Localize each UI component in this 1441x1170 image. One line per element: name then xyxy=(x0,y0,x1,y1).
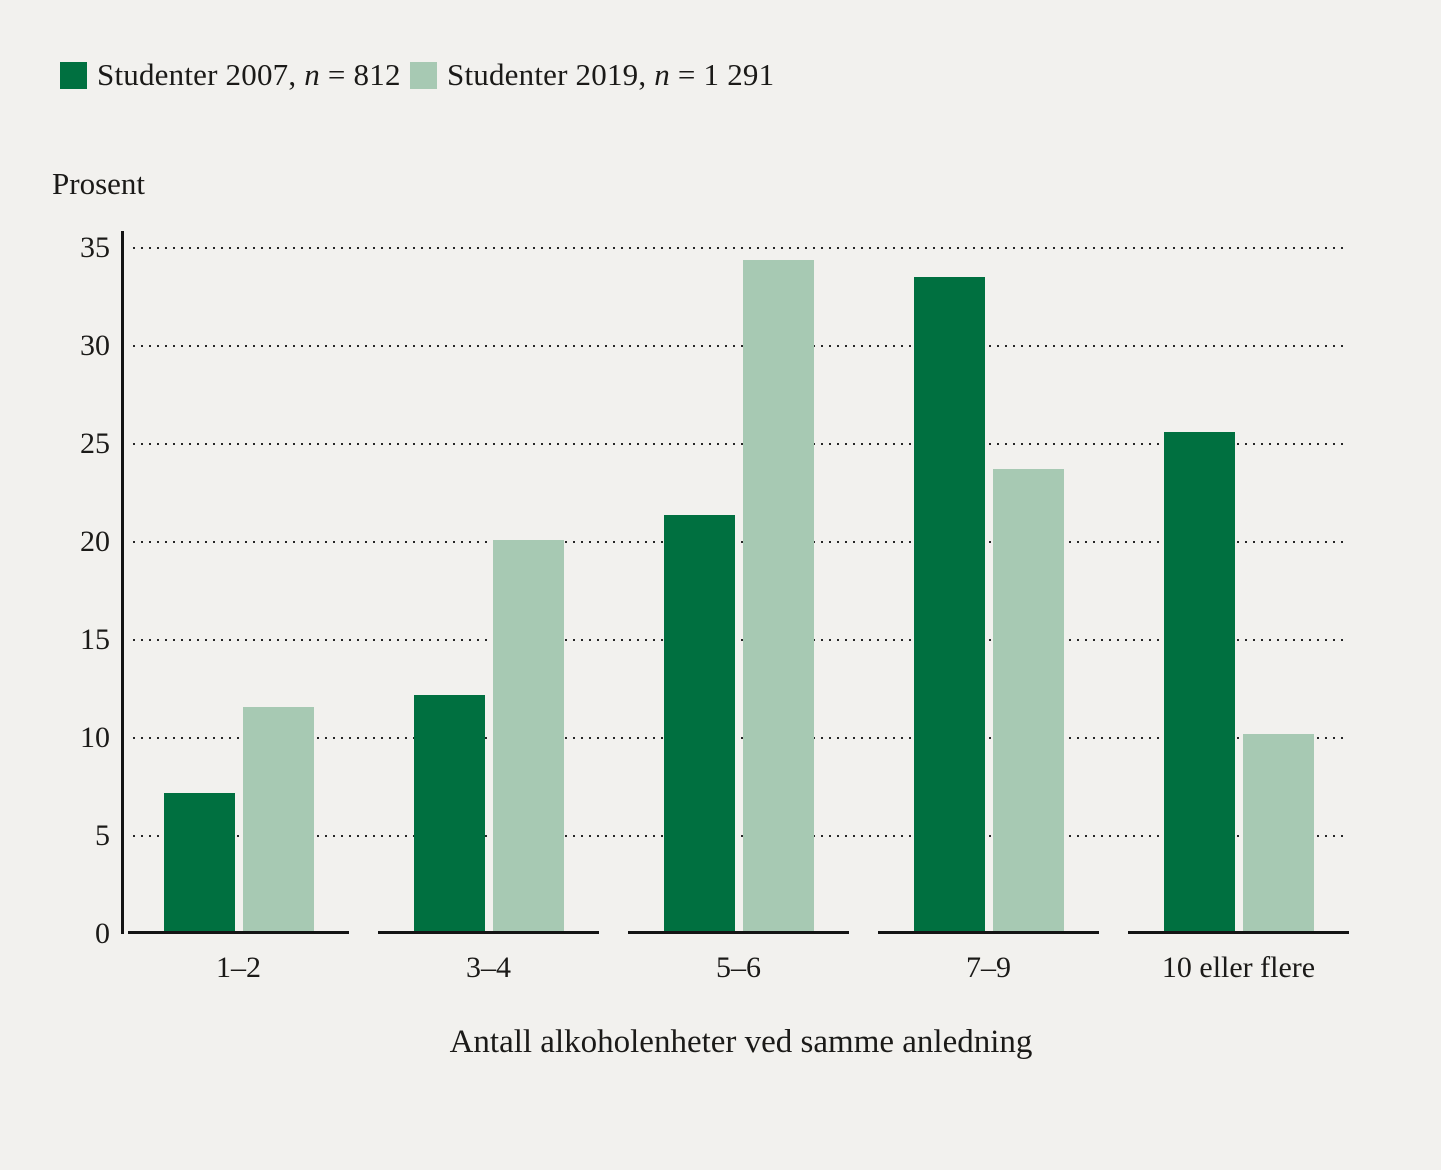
x-tick-7–9: 7–9 xyxy=(966,951,1011,984)
bar-2019-1–2 xyxy=(243,707,314,934)
gridline-30 xyxy=(133,345,1343,347)
x-tick-5–6: 5–6 xyxy=(716,951,761,984)
gridline-35 xyxy=(133,247,1343,249)
legend-item-2007: Studenter 2007, n = 812 xyxy=(60,57,401,92)
gridline-10 xyxy=(133,737,1343,739)
legend-label-2007-value: = 812 xyxy=(319,57,401,92)
y-tick-25: 25 xyxy=(80,427,110,460)
bar-2019-7–9 xyxy=(993,469,1064,934)
y-axis-line xyxy=(121,231,124,934)
legend-swatch-2019-icon xyxy=(410,61,437,89)
legend-label-2019: Studenter 2019, n = 1 291 xyxy=(447,57,775,92)
bar-2019-5–6 xyxy=(743,260,814,934)
bar-2007-10 eller flere xyxy=(1164,432,1235,934)
legend-label-2007: Studenter 2007, n = 812 xyxy=(97,57,401,92)
legend-label-2019-n: n xyxy=(654,57,670,92)
gridline-25 xyxy=(133,443,1343,445)
x-tick-3–4: 3–4 xyxy=(466,951,511,984)
x-axis-segment-3 xyxy=(878,931,1099,934)
y-tick-20: 20 xyxy=(80,525,110,558)
legend-label-2019-prefix: Studenter 2019, xyxy=(447,57,655,92)
y-axis-title: Prosent xyxy=(52,166,145,201)
y-tick-5: 5 xyxy=(95,819,110,852)
bar-2007-3–4 xyxy=(414,695,485,934)
legend-label-2007-prefix: Studenter 2007, xyxy=(97,57,305,92)
legend-label-2019-value: = 1 291 xyxy=(669,57,775,92)
x-tick-10 eller flere: 10 eller flere xyxy=(1161,951,1316,984)
y-tick-10: 10 xyxy=(80,721,110,754)
gridline-5 xyxy=(133,835,1343,837)
bar-2019-10 eller flere xyxy=(1243,734,1314,934)
legend-label-2007-n: n xyxy=(304,57,320,92)
gridline-20 xyxy=(133,541,1343,543)
y-tick-15: 15 xyxy=(80,623,110,656)
bar-2007-1–2 xyxy=(164,793,235,934)
x-tick-1–2: 1–2 xyxy=(216,951,261,984)
x-axis-segment-1 xyxy=(378,931,599,934)
bar-2019-3–4 xyxy=(493,540,564,934)
legend-item-2019: Studenter 2019, n = 1 291 xyxy=(410,57,775,92)
x-axis-segment-2 xyxy=(628,931,849,934)
x-axis-segment-4 xyxy=(1128,931,1349,934)
y-tick-0: 0 xyxy=(95,917,110,950)
gridline-15 xyxy=(133,639,1343,641)
bar-2007-7–9 xyxy=(914,277,985,934)
x-axis-segment-0 xyxy=(128,931,349,934)
y-tick-35: 35 xyxy=(80,231,110,264)
bar-2007-5–6 xyxy=(664,515,735,934)
x-axis-title: Antall alkoholenheter ved samme anlednin… xyxy=(449,1024,1033,1060)
legend-swatch-2007-icon xyxy=(60,61,87,89)
y-tick-30: 30 xyxy=(80,329,110,362)
